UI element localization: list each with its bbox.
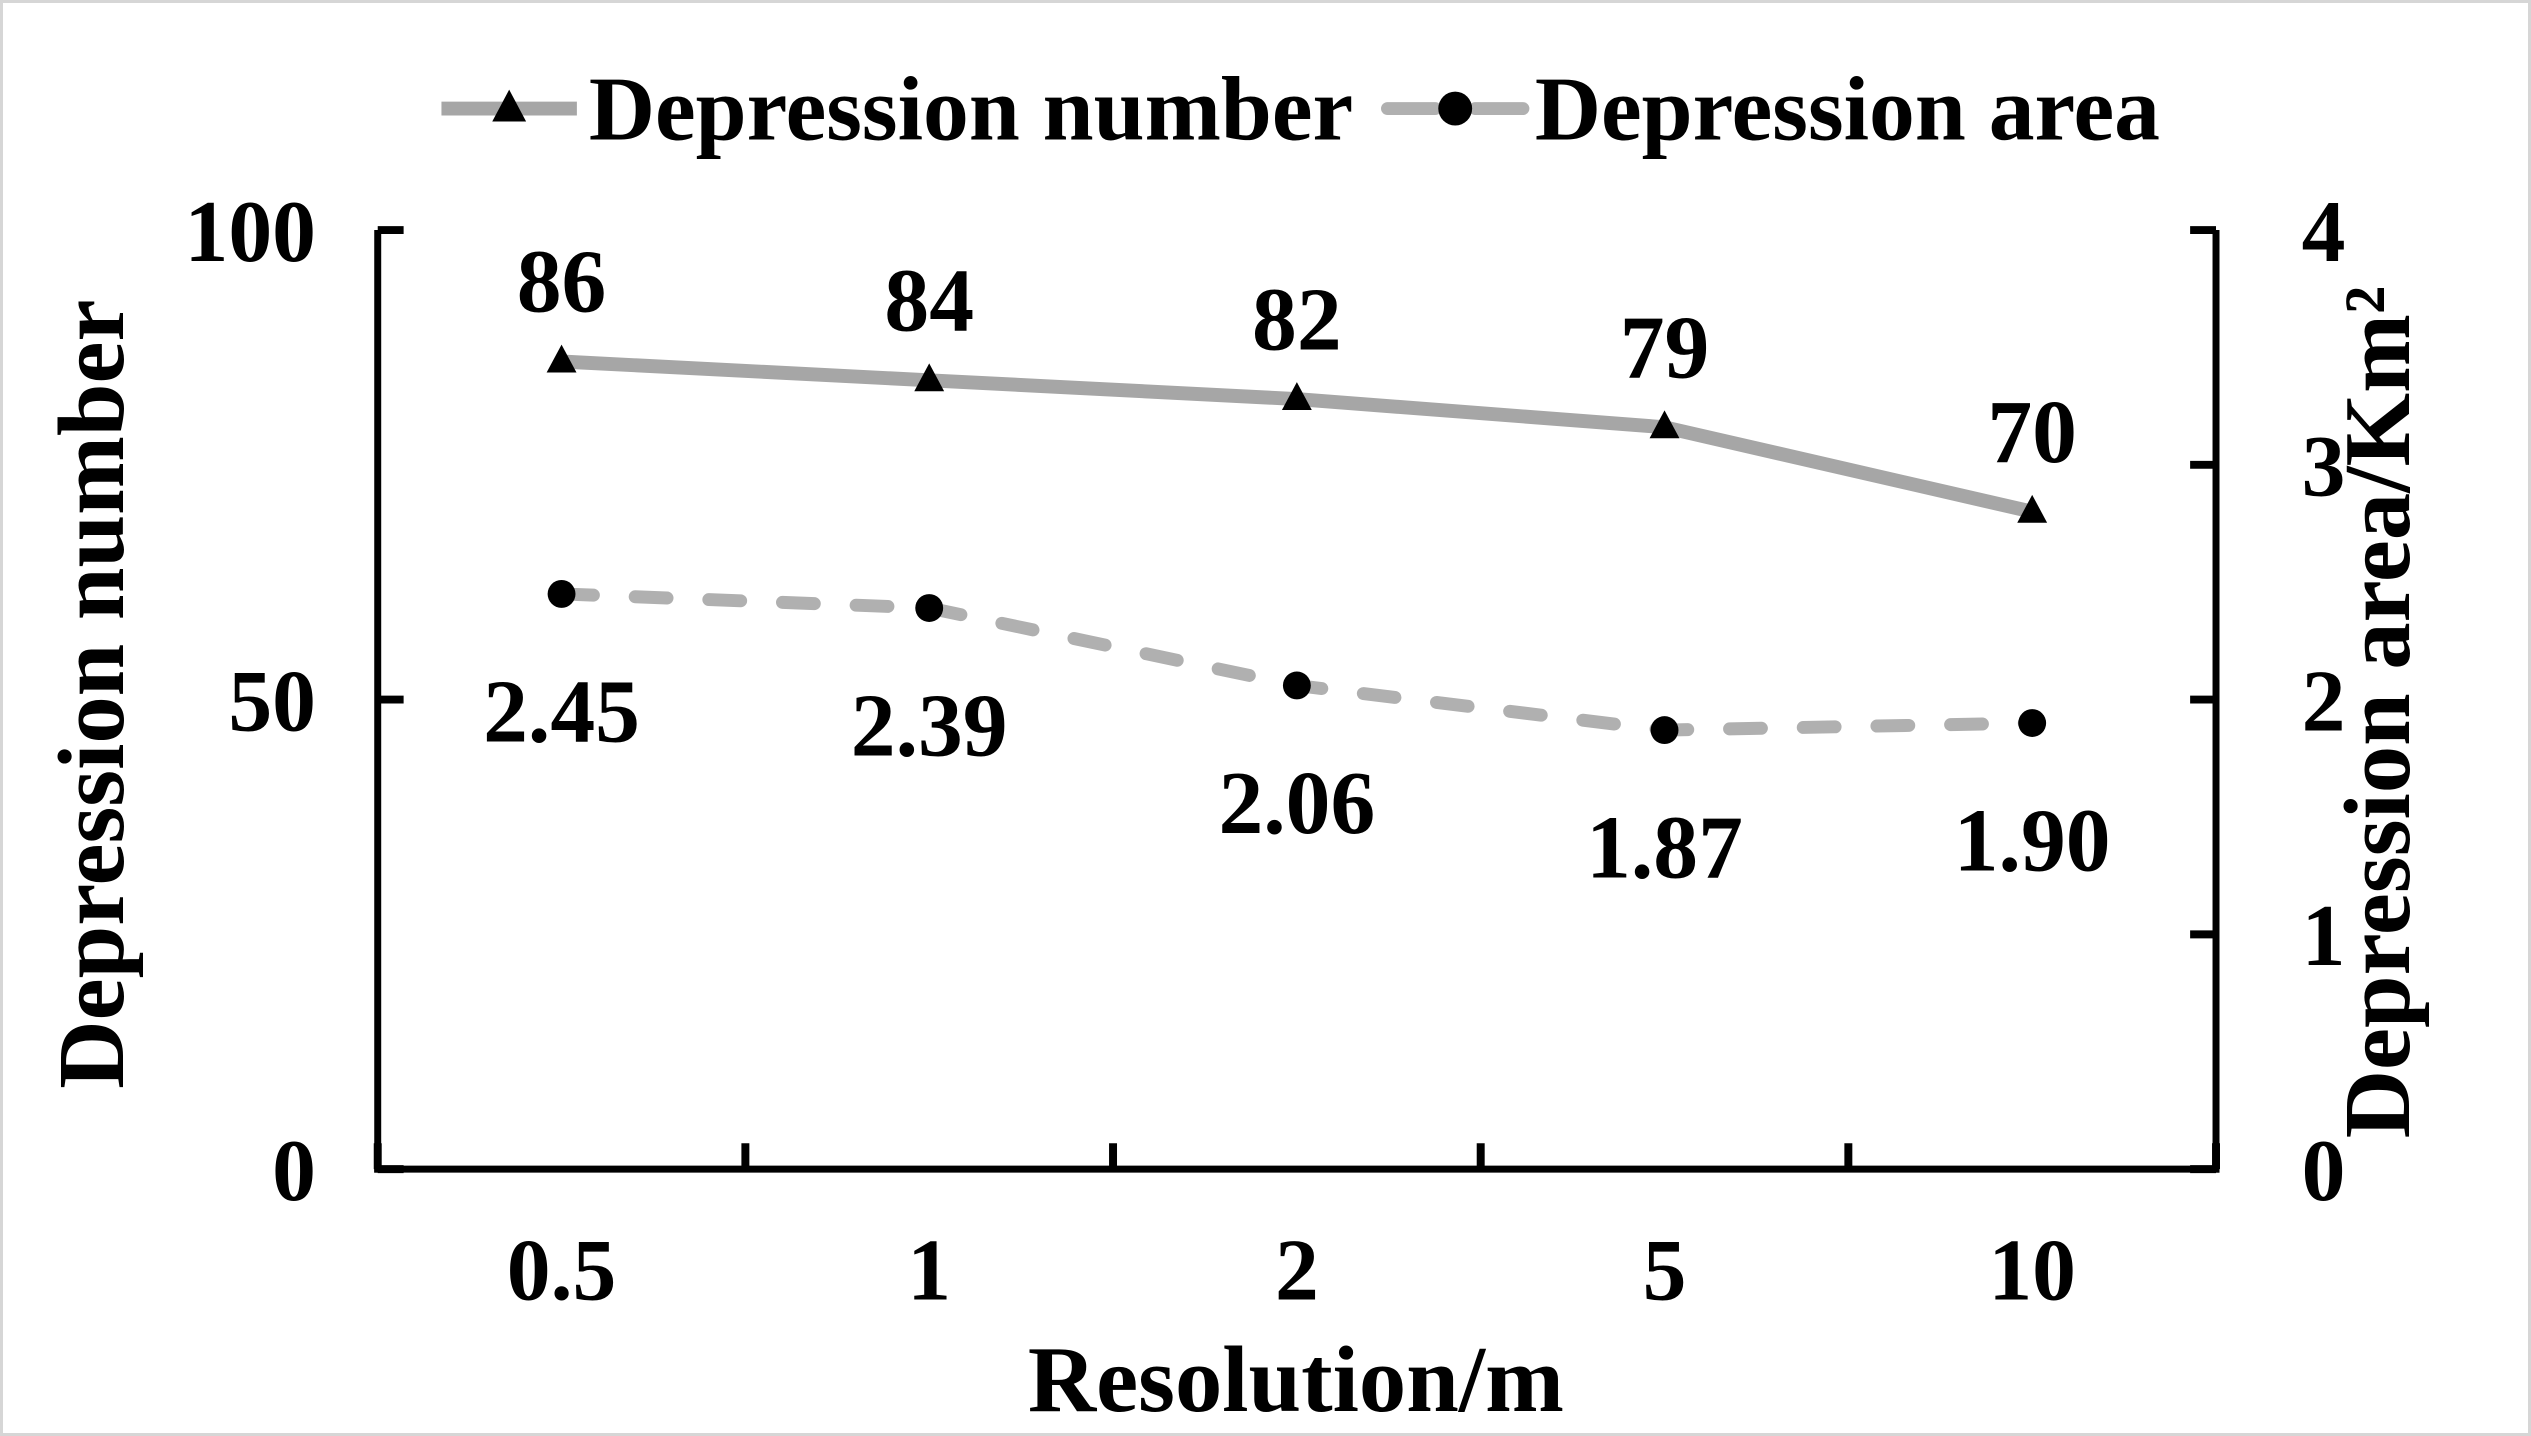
x-tick-label: 5: [1643, 1222, 1687, 1319]
data-point-circle-marker: [1282, 671, 1311, 700]
x-axis-title: Resolution/m: [1028, 1328, 1564, 1432]
x-tick-label: 2: [1275, 1222, 1319, 1319]
y-left-tick-label: 100: [185, 183, 316, 280]
data-point-triangle-marker: [1281, 382, 1312, 411]
y-right-tick-label: 0: [2302, 1122, 2346, 1219]
data-label: 79: [1620, 298, 1710, 397]
y-right-tick-label: 1: [2302, 887, 2346, 984]
y-left-tick-label: 50: [228, 652, 316, 749]
data-point-triangle-marker: [1649, 410, 1680, 439]
legend-item-depression-number: Depression number: [441, 57, 1353, 159]
series-line-depression-area: [555, 587, 2039, 737]
y-left-tick-label: 0: [272, 1122, 316, 1219]
data-point-circle-marker: [1650, 716, 1679, 745]
data-label: 86: [517, 233, 607, 332]
y-axis-right-title: Depression area/Km²: [2326, 286, 2430, 1138]
data-label: 82: [1252, 270, 1342, 369]
y-right-tick-label: 2: [2302, 652, 2346, 749]
data-label: 1.87: [1586, 798, 1743, 897]
data-point-triangle-marker: [914, 363, 945, 392]
data-label: 2.39: [851, 676, 1008, 775]
legend-label-depression-number: Depression number: [589, 57, 1353, 159]
y-right-tick-label: 3: [2302, 418, 2346, 515]
x-tick-label: 0.5: [507, 1222, 617, 1319]
axes-layer: 0 50 100 0 1 2 3 4 0.5 1 2 5 10: [185, 183, 2346, 1319]
x-tick-label: 1: [907, 1222, 951, 1319]
data-label: 1.90: [1954, 791, 2111, 890]
legend-item-depression-area: Depression area: [1381, 57, 2160, 159]
data-point-circle-marker: [547, 579, 576, 608]
series-layer: 86 84 82 79 70 2.45 2.39 2.06 1.87 1.90: [483, 233, 2110, 898]
y-axis-left-title: Depression number: [40, 299, 144, 1088]
chart-canvas: Depression number Depression area 050100…: [40, 57, 2430, 1432]
data-point-triangle-marker: [2017, 494, 2048, 523]
y-right-tick-label: 4: [2302, 183, 2346, 280]
data-label: 2.06: [1218, 754, 1375, 853]
data-label: 84: [884, 252, 974, 351]
data-point-circle-marker: [2018, 709, 2047, 737]
data-point-triangle-marker: [546, 344, 577, 373]
legend-circle-marker-icon: [1438, 91, 1473, 126]
legend: Depression number Depression area: [441, 57, 2160, 159]
data-label: 70: [1987, 383, 2077, 482]
x-tick-label: 10: [1988, 1222, 2076, 1319]
legend-triangle-marker-icon: [492, 89, 527, 122]
data-point-circle-marker: [915, 594, 944, 622]
data-label: 2.45: [483, 662, 640, 761]
legend-label-depression-area: Depression area: [1535, 57, 2160, 159]
